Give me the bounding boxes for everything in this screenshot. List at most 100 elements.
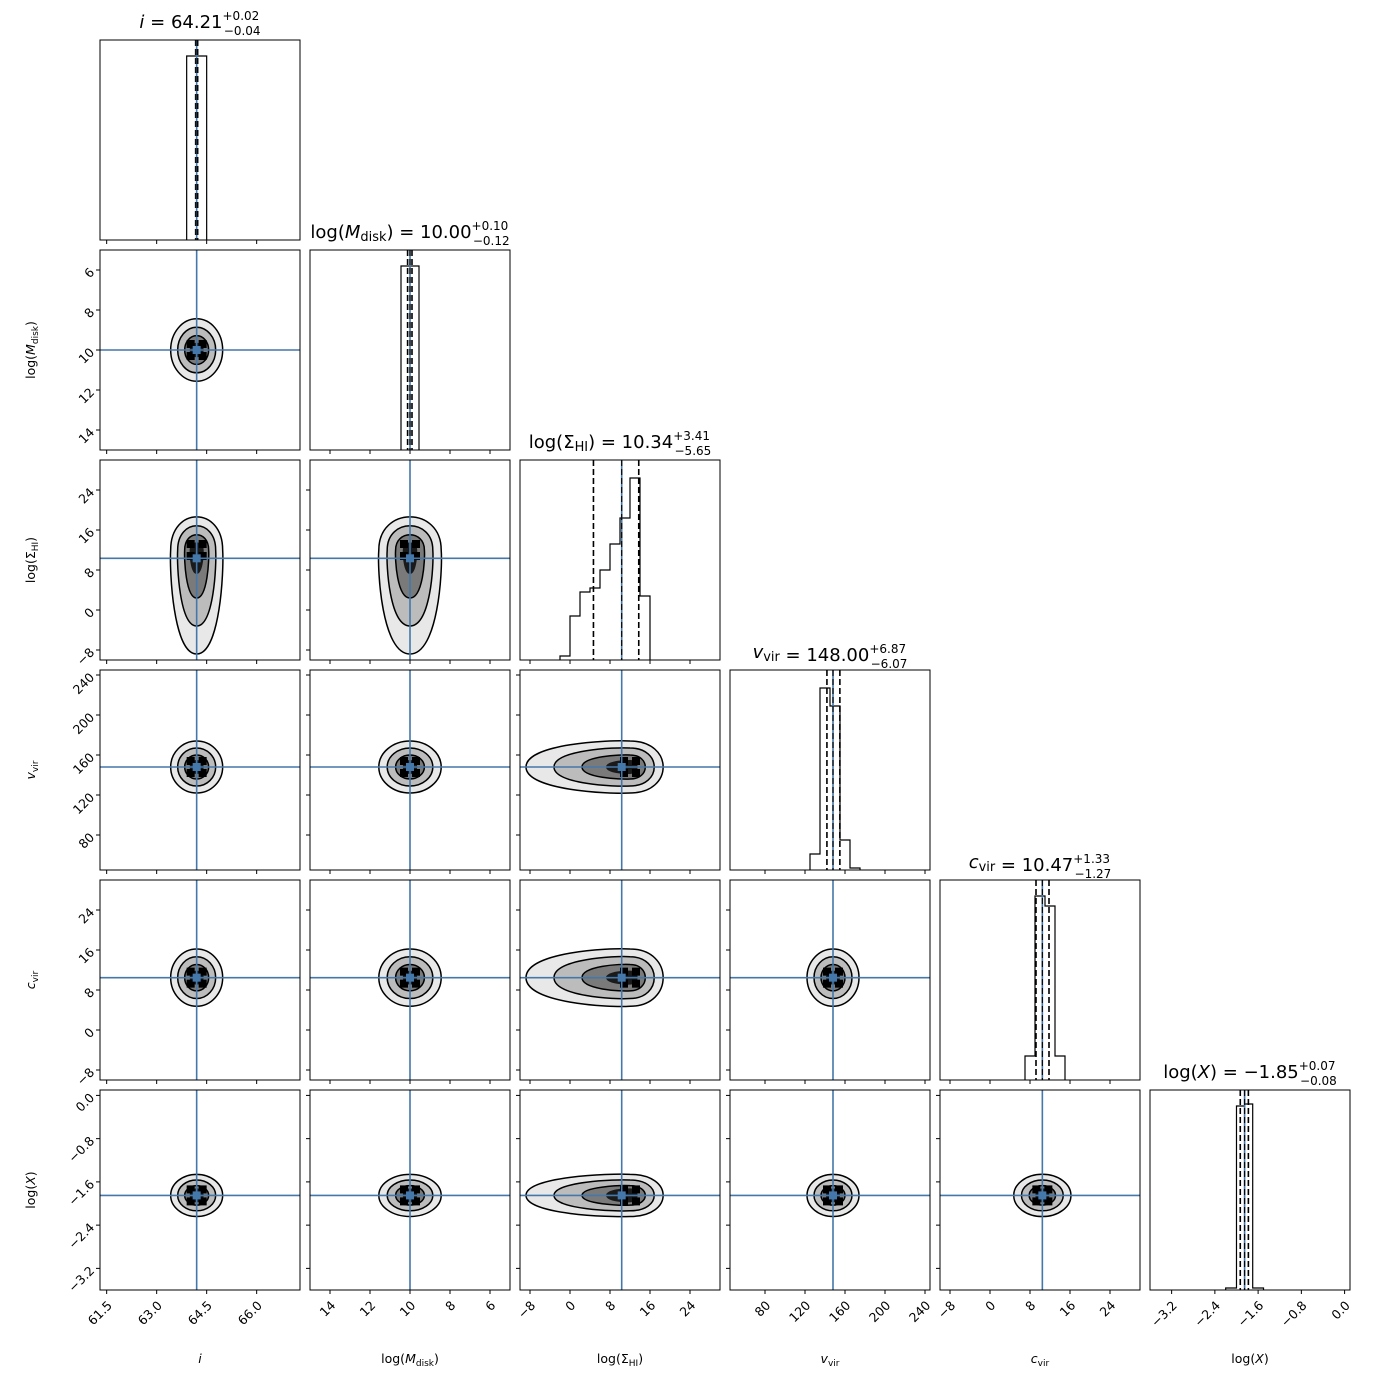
x-axis-label: vvir — [821, 1351, 840, 1369]
histogram-step — [186, 55, 208, 240]
density-core-cell — [412, 1185, 420, 1194]
y-tick-label: 6 — [81, 265, 97, 281]
y-tick-label: 240 — [70, 670, 98, 698]
x-tick-label: −8 — [515, 1298, 539, 1322]
panel-title: log(X) = −1.85+0.07 −0.08 — [1163, 1059, 1337, 1088]
panel-title: log(ΣHI) = 10.34+3.41 −5.65 — [529, 429, 712, 458]
y-tick-label: 8 — [81, 565, 97, 581]
contour-panel-5-1: 14 12 10 8 6 — [306, 1089, 511, 1320]
y-tick-label: −2.4 — [65, 1220, 97, 1252]
density-core-cell — [400, 552, 408, 560]
panel-title: i = 64.21+0.02 −0.04 — [139, 9, 260, 38]
x-tick-label: 61.5 — [85, 1298, 115, 1328]
x-axis-label: log(ΣHI) — [597, 1351, 643, 1369]
density-core-cell — [632, 769, 640, 777]
x-tick-label: −3.2 — [1148, 1298, 1180, 1330]
histogram-panel-2: log(ΣHI) = 10.34+3.41 −5.65 — [519, 429, 721, 664]
density-core-cell — [186, 967, 195, 976]
x-tick-label: 24 — [676, 1298, 698, 1320]
x-axis-label: log(X) — [1231, 1351, 1268, 1366]
truth-marker — [192, 346, 201, 354]
density-core-cell — [400, 967, 408, 976]
density-core-cell — [412, 979, 420, 988]
histogram-step — [559, 477, 651, 660]
truth-marker — [192, 973, 201, 982]
y-tick-label: 10 — [75, 345, 97, 367]
panel-title: log(Mdisk) = 10.00+0.10 −0.12 — [310, 219, 509, 248]
panel-frame — [939, 879, 1141, 1081]
x-axis-label: i — [198, 1351, 202, 1366]
density-core-cell — [620, 979, 628, 988]
density-core-cell — [400, 757, 408, 765]
y-tick-label: 200 — [70, 710, 98, 738]
y-tick-label: −3.2 — [65, 1263, 97, 1295]
y-axis-label: log(X) — [23, 1171, 38, 1208]
density-core-cell — [186, 1197, 195, 1206]
x-tick-label: −2.4 — [1191, 1298, 1223, 1330]
y-tick-label: 80 — [75, 830, 97, 852]
truth-marker — [829, 973, 837, 982]
density-core-cell — [186, 1185, 195, 1194]
density-core-cell — [198, 340, 207, 348]
panel-frame — [99, 39, 301, 241]
x-tick-label: 16 — [1056, 1298, 1078, 1320]
truth-marker — [406, 554, 414, 563]
y-tick-label: 120 — [70, 790, 98, 818]
density-core-cell — [400, 1185, 408, 1194]
x-tick-label: 8 — [602, 1298, 618, 1314]
panel-frame — [519, 459, 721, 661]
x-tick-label: −8 — [935, 1298, 959, 1322]
x-tick-label: 0.0 — [1328, 1298, 1353, 1323]
density-core-cell — [835, 967, 843, 976]
density-core-cell — [632, 979, 640, 988]
histogram-panel-0: i = 64.21+0.02 −0.04 — [99, 9, 301, 244]
density-core-cell — [186, 340, 195, 348]
density-core-cell — [186, 540, 195, 548]
x-tick-label: 24 — [1096, 1298, 1118, 1320]
contour-panel-5-4: −8 0 8 16 24 — [935, 1089, 1141, 1322]
x-tick-label: −0.8 — [1278, 1298, 1310, 1330]
y-axis-label: vvir — [23, 760, 41, 779]
density-core-cell — [198, 769, 207, 777]
y-tick-label: 8 — [81, 305, 97, 321]
y-tick-label: 24 — [75, 905, 97, 927]
x-tick-label: 80 — [751, 1298, 773, 1320]
contour-panel-3-0: 80 120 160 200 240 — [70, 669, 301, 874]
x-tick-label: 120 — [786, 1298, 814, 1326]
density-core-cell — [186, 979, 195, 988]
histogram-panel-1: log(Mdisk) = 10.00+0.10 −0.12 — [309, 219, 511, 454]
x-tick-label: 8 — [1022, 1298, 1038, 1314]
density-core-cell — [186, 352, 195, 360]
panel-title: cvir = 10.47+1.33 −1.27 — [969, 852, 1112, 881]
contour-panel-4-0: −8 0 8 16 24 — [74, 879, 301, 1088]
y-tick-label: 8 — [81, 985, 97, 1001]
density-core-cell — [412, 552, 420, 560]
y-axis-label: log(ΣHI) — [23, 537, 41, 583]
density-core-cell — [632, 1197, 640, 1206]
x-tick-label: 64.5 — [185, 1298, 215, 1328]
panel-title: vvir = 148.00+6.87 −6.07 — [753, 642, 908, 671]
density-core-cell — [400, 979, 408, 988]
contour-panel-3-1 — [306, 669, 511, 874]
density-core-cell — [835, 1197, 843, 1206]
y-tick-label: −0.8 — [65, 1133, 97, 1165]
density-core-cell — [412, 540, 420, 548]
density-core-cell — [186, 757, 195, 765]
x-tick-label: 10 — [396, 1298, 418, 1320]
panel-frame — [519, 1089, 721, 1291]
x-tick-label: 6 — [482, 1298, 498, 1314]
density-core-cell — [632, 1185, 640, 1194]
panel-frame — [1149, 1089, 1351, 1291]
density-core-cell — [620, 1197, 628, 1206]
panel-frame — [729, 879, 931, 1081]
density-core-cell — [198, 540, 207, 548]
density-core-cell — [198, 352, 207, 360]
density-core-cell — [823, 1197, 831, 1206]
density-core-cell — [400, 769, 408, 777]
truth-marker — [829, 1191, 837, 1200]
y-tick-label: 160 — [70, 750, 98, 778]
density-core-cell — [198, 757, 207, 765]
truth-marker — [406, 1191, 414, 1200]
y-tick-label: 16 — [75, 945, 97, 967]
density-core-cell — [620, 1185, 628, 1194]
